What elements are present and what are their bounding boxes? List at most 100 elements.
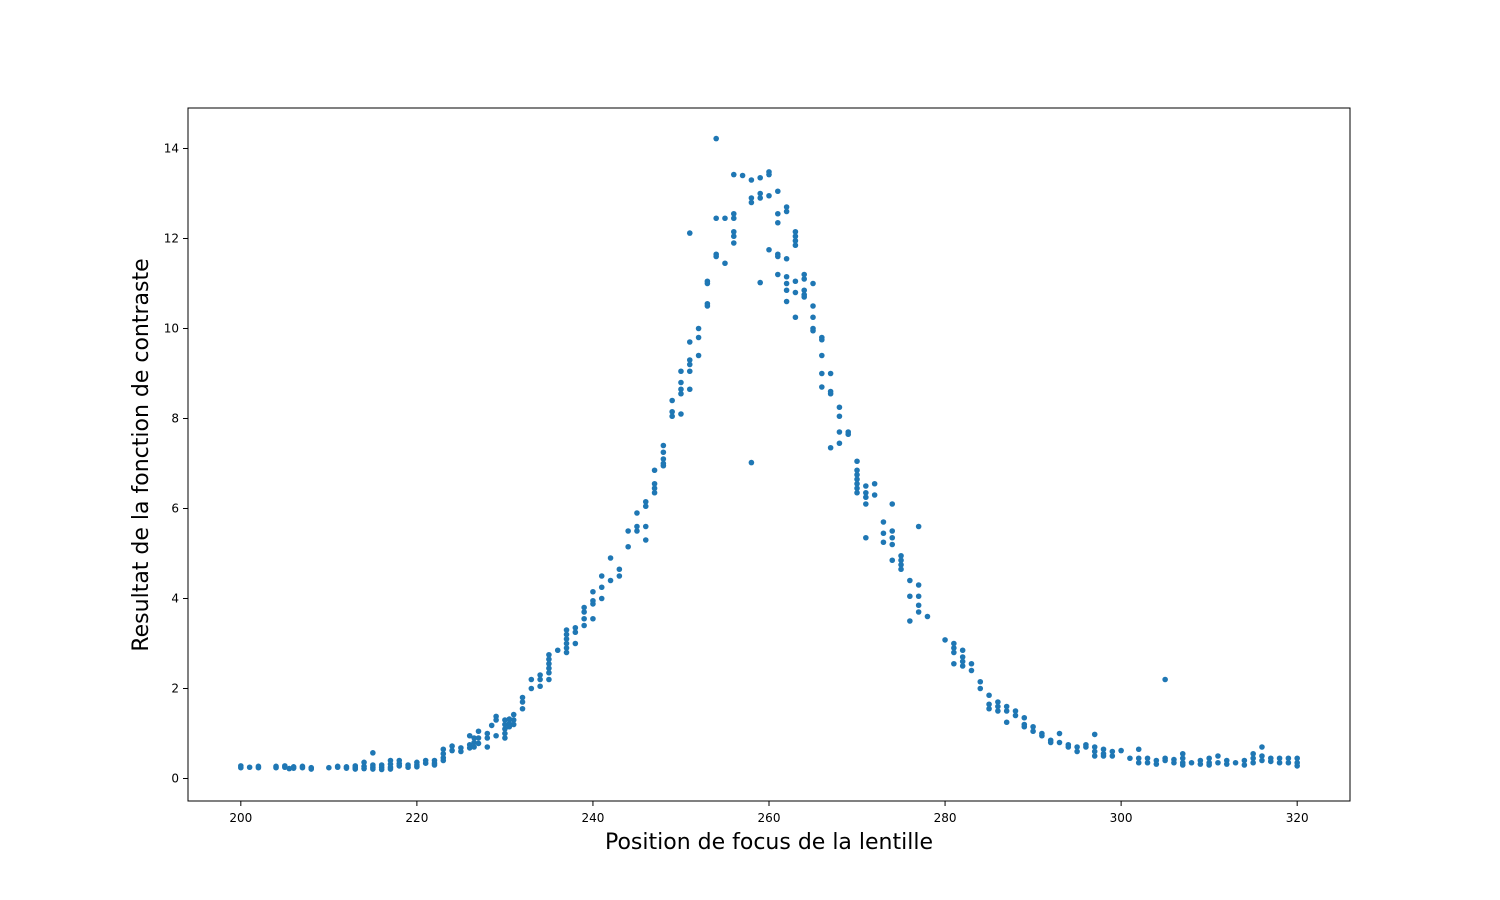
data-point bbox=[1153, 761, 1160, 767]
data-point bbox=[1250, 759, 1256, 766]
data-point bbox=[1083, 744, 1089, 750]
x-axis-title: Position de focus de la lentille bbox=[605, 830, 933, 855]
data-point bbox=[942, 637, 948, 643]
data-point bbox=[889, 534, 896, 541]
data-point bbox=[959, 663, 966, 669]
data-point bbox=[1003, 703, 1010, 710]
y-tick-label: 12 bbox=[164, 232, 179, 246]
data-point bbox=[704, 303, 711, 309]
data-point bbox=[1030, 723, 1036, 730]
data-point bbox=[387, 766, 394, 772]
data-point bbox=[854, 476, 860, 483]
data-point bbox=[598, 584, 605, 591]
data-point bbox=[775, 253, 781, 260]
data-point bbox=[801, 276, 808, 282]
y-tick-label: 2 bbox=[171, 682, 179, 696]
data-point bbox=[660, 456, 667, 462]
data-point bbox=[995, 708, 1001, 714]
data-point bbox=[378, 766, 385, 773]
data-point bbox=[1250, 750, 1256, 757]
data-point bbox=[660, 449, 667, 456]
data-point bbox=[1012, 712, 1019, 719]
data-point bbox=[713, 135, 719, 142]
data-point bbox=[792, 237, 799, 244]
data-point bbox=[1074, 748, 1080, 755]
data-point bbox=[730, 233, 737, 240]
data-point bbox=[995, 699, 1001, 705]
data-point bbox=[484, 744, 491, 750]
data-point bbox=[1003, 719, 1010, 726]
data-point bbox=[546, 665, 552, 672]
data-point bbox=[1144, 759, 1151, 766]
data-point bbox=[475, 728, 482, 735]
data-point bbox=[783, 255, 790, 262]
data-point bbox=[854, 489, 860, 496]
data-point bbox=[246, 764, 253, 771]
data-point bbox=[326, 764, 332, 771]
data-point bbox=[748, 177, 755, 183]
data-point bbox=[1056, 739, 1063, 746]
data-point bbox=[1276, 755, 1283, 762]
data-point bbox=[590, 601, 596, 607]
data-point bbox=[1179, 755, 1186, 762]
data-point bbox=[915, 593, 922, 600]
data-point bbox=[1250, 755, 1256, 762]
data-point bbox=[854, 471, 860, 478]
data-point bbox=[471, 744, 477, 750]
data-point bbox=[739, 172, 746, 179]
data-point bbox=[880, 539, 887, 546]
data-point bbox=[898, 561, 904, 568]
y-tick-label: 0 bbox=[171, 772, 179, 786]
data-point bbox=[695, 352, 702, 359]
data-point bbox=[572, 640, 579, 647]
data-point bbox=[458, 748, 464, 755]
data-point bbox=[686, 368, 693, 375]
data-point bbox=[1091, 753, 1098, 759]
data-point bbox=[977, 685, 984, 692]
data-point bbox=[783, 204, 790, 210]
data-point bbox=[484, 735, 491, 741]
data-point bbox=[951, 645, 957, 651]
data-point bbox=[898, 566, 904, 573]
data-point bbox=[669, 408, 675, 415]
data-point bbox=[836, 429, 843, 435]
data-point bbox=[678, 411, 684, 417]
data-point bbox=[634, 528, 640, 534]
data-point bbox=[827, 390, 834, 397]
data-point bbox=[651, 467, 658, 474]
data-point bbox=[1021, 714, 1028, 721]
data-point bbox=[686, 386, 693, 393]
data-point bbox=[1285, 759, 1292, 766]
data-point bbox=[502, 721, 508, 728]
data-point bbox=[563, 631, 570, 638]
data-point bbox=[510, 721, 517, 728]
data-point bbox=[634, 510, 640, 516]
plot-area bbox=[187, 107, 1351, 802]
data-point bbox=[924, 613, 931, 620]
data-point bbox=[642, 523, 649, 530]
data-point bbox=[1091, 744, 1098, 750]
data-point bbox=[810, 327, 816, 334]
data-point bbox=[1267, 758, 1274, 765]
data-point bbox=[1118, 747, 1124, 754]
data-point bbox=[1259, 757, 1265, 764]
data-point bbox=[651, 489, 658, 496]
data-point bbox=[678, 379, 684, 386]
data-point bbox=[449, 743, 455, 749]
data-point bbox=[475, 735, 482, 741]
data-point bbox=[827, 370, 834, 377]
y-axis-ticks: 0 2 4 6 8 10 12 14 bbox=[164, 142, 188, 786]
data-point bbox=[506, 723, 513, 730]
data-point bbox=[502, 726, 508, 732]
data-point bbox=[854, 458, 860, 465]
data-point bbox=[1162, 757, 1168, 764]
data-point bbox=[554, 647, 561, 654]
data-point bbox=[1259, 744, 1265, 750]
data-point bbox=[651, 480, 658, 487]
data-point bbox=[951, 660, 957, 667]
data-point bbox=[642, 498, 649, 505]
data-point bbox=[775, 188, 781, 195]
data-point bbox=[951, 649, 957, 656]
data-point bbox=[475, 740, 482, 747]
data-point bbox=[581, 622, 587, 629]
